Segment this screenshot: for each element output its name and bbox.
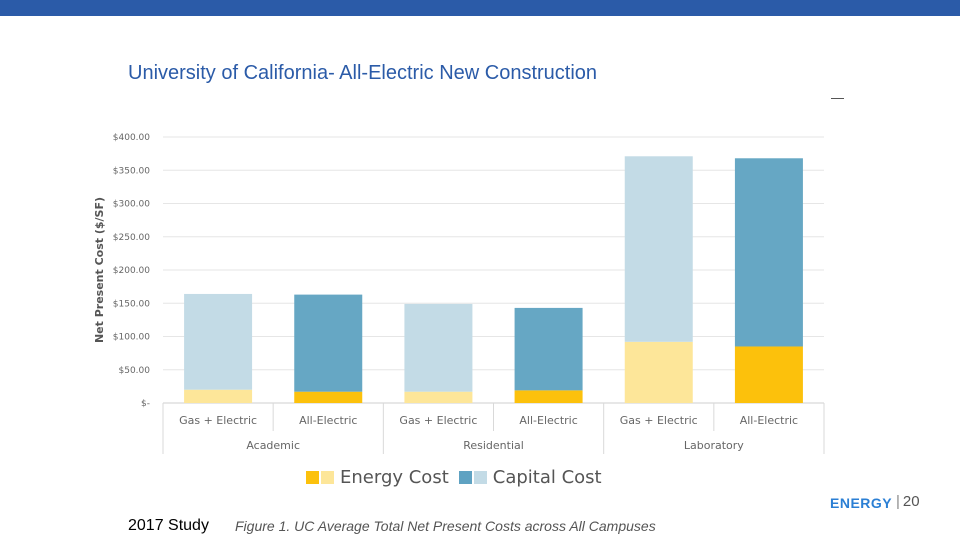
x-category-label: All-Electric (299, 414, 357, 427)
y-tick-label: $50.00 (119, 366, 151, 376)
legend-swatch (458, 470, 472, 484)
figure-caption: Figure 1. UC Average Total Net Present C… (235, 518, 656, 534)
legend-item: Capital Cost (458, 466, 602, 488)
bar-capital-cost (184, 293, 253, 390)
bar-capital-cost (624, 156, 693, 342)
y-tick-label: $350.00 (113, 166, 150, 176)
bar-energy-cost (294, 391, 363, 403)
page-number: | 20 (896, 493, 920, 510)
bar-capital-cost (294, 294, 363, 392)
slide-title: University of California- All-Electric N… (128, 62, 598, 84)
y-tick-label: $- (141, 399, 150, 409)
bar-energy-cost (734, 346, 803, 403)
study-label: 2017 Study (128, 517, 209, 534)
chart-legend: Energy Cost Capital Cost (306, 464, 612, 490)
bar-energy-cost (624, 341, 693, 403)
y-tick-label: $250.00 (113, 233, 150, 243)
legend-swatch (306, 470, 319, 484)
y-tick-label: $100.00 (113, 333, 150, 343)
y-tick-label: $300.00 (113, 200, 150, 210)
x-category-label: Gas + Electric (620, 414, 698, 427)
y-axis-label: Net Present Cost ($/SF) (93, 197, 106, 343)
x-category-label: Gas + Electric (399, 414, 477, 427)
page-number-value: 20 (902, 493, 920, 510)
legend-swatch (473, 470, 487, 484)
x-category-label: All-Electric (740, 414, 798, 427)
x-group-label: Academic (246, 439, 300, 452)
legend-item: Energy Cost (306, 467, 449, 488)
x-group-label: Laboratory (684, 439, 744, 452)
y-tick-label: $150.00 (113, 299, 150, 309)
y-tick-label: $400.00 (113, 133, 150, 143)
x-category-label: Gas + Electric (179, 414, 257, 427)
bar-capital-cost (404, 303, 473, 392)
legend-label: Capital Cost (492, 466, 602, 488)
x-category-label: All-Electric (519, 414, 577, 427)
title-dash (831, 98, 844, 99)
bar-energy-cost (404, 391, 473, 403)
bar-capital-cost (514, 307, 583, 391)
bar-capital-cost (734, 158, 803, 347)
bar-energy-cost (514, 390, 583, 403)
header-bar (0, 0, 960, 16)
brand-logo: ENERGY (830, 495, 893, 511)
x-group-label: Residential (463, 439, 524, 452)
y-tick-label: $200.00 (113, 266, 150, 276)
bar-energy-cost (184, 389, 253, 403)
legend-swatch (321, 470, 334, 484)
legend-label: Energy Cost (340, 466, 449, 488)
